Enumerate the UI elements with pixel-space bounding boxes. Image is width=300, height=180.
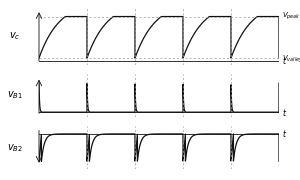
- Text: $v_{B2}$: $v_{B2}$: [7, 142, 23, 154]
- Text: $t$: $t$: [282, 107, 287, 118]
- Text: $v_{B1}$: $v_{B1}$: [7, 89, 23, 101]
- Text: $V_{valley}$: $V_{valley}$: [282, 53, 300, 65]
- Text: $t$: $t$: [282, 129, 287, 140]
- Text: $t$: $t$: [282, 55, 287, 66]
- Text: $v_c$: $v_c$: [9, 30, 21, 42]
- Text: $V_{peak}$: $V_{peak}$: [282, 11, 300, 22]
